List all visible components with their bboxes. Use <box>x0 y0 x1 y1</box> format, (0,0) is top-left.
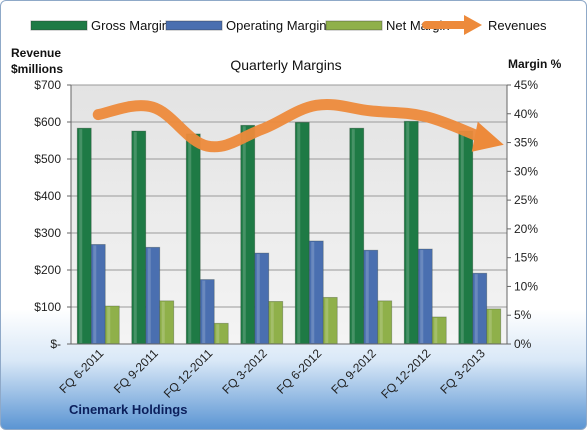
right-tick-label: 15% <box>514 251 538 265</box>
operating-margin-bar-highlight <box>93 245 97 343</box>
operating-margin-bar-highlight <box>311 241 315 343</box>
x-tick-label: FQ 3-2012 <box>219 346 270 397</box>
footer-company-name: Cinemark Holdings <box>69 402 187 417</box>
left-tick-label: $400 <box>34 189 61 203</box>
operating-margin-bar-highlight <box>147 248 151 343</box>
left-tick-label: $200 <box>34 263 61 277</box>
chart-title: Quarterly Margins <box>230 57 341 73</box>
net-margin-bar-highlight <box>107 307 111 343</box>
x-tick-label: FQ 9-2012 <box>328 346 379 397</box>
operating-margin-bar-highlight <box>365 251 369 343</box>
left-tick-label: $600 <box>34 115 61 129</box>
legend-swatch-net-margin <box>325 20 383 31</box>
gross-margin-bar-highlight <box>297 123 301 344</box>
revenue-line <box>92 99 486 153</box>
legend: Gross Margin Operating Margin Net Margin Re… <box>30 15 547 35</box>
x-tick-label: FQ 9-2011 <box>111 346 161 396</box>
gross-margin-bar-highlight <box>79 129 83 343</box>
gross-margin-bar-highlight <box>351 129 355 343</box>
left-tick-label: $700 <box>34 78 61 92</box>
right-tick-label: 25% <box>514 193 538 207</box>
legend-label-operating-margin: Operating Margin <box>226 18 326 33</box>
x-tick-label: FQ 6-2011 <box>57 346 107 396</box>
net-margin-bar-highlight <box>488 309 492 343</box>
net-margin-bar-highlight <box>270 302 274 343</box>
revenue-line-arrowhead <box>471 121 504 152</box>
left-axis-label-line1: Revenue <box>11 46 61 60</box>
right-tick-label: 5% <box>514 308 532 322</box>
gross-margin-bar-highlight <box>188 134 192 343</box>
revenue-line-group <box>92 99 504 153</box>
legend-swatch-gross-margin <box>30 20 88 31</box>
x-tick-label: FQ 12-2011 <box>161 346 216 401</box>
net-margin-bar-highlight <box>434 317 438 343</box>
legend-swatch-arrow <box>464 15 482 35</box>
x-tick-label: FQ 3-2013 <box>437 346 488 397</box>
right-tick-label: 10% <box>514 279 538 293</box>
x-tick-label: FQ 12-2012 <box>378 346 433 401</box>
net-margin-bar-highlight <box>379 301 383 343</box>
gross-margin-bar-highlight <box>460 132 464 343</box>
left-tick-label: $- <box>50 337 61 351</box>
operating-margin-bar-highlight <box>202 280 206 343</box>
right-tick-label: 0% <box>514 337 532 351</box>
left-axis-label-line2: $millions <box>11 62 63 76</box>
right-axis-label: Margin % <box>508 57 562 71</box>
legend-swatch-operating-margin <box>165 20 223 31</box>
bars-group <box>76 120 502 345</box>
gross-margin-bar-highlight <box>242 126 246 344</box>
net-margin-bar-highlight <box>216 324 220 343</box>
legend-label-revenues: Revenues <box>488 18 547 33</box>
net-margin-bar-highlight <box>161 301 165 343</box>
left-tick-label: $300 <box>34 226 61 240</box>
left-tick-label: $100 <box>34 300 61 314</box>
right-tick-label: 30% <box>514 164 538 178</box>
gross-margin-bar-highlight <box>406 122 410 343</box>
left-tick-label: $500 <box>34 152 61 166</box>
legend-label-gross-margin: Gross Margin <box>91 18 169 33</box>
net-margin-bar-highlight <box>325 298 329 343</box>
operating-margin-bar-highlight <box>420 250 424 343</box>
right-tick-label: 35% <box>514 136 538 150</box>
right-tick-label: 45% <box>514 78 538 92</box>
right-tick-label: 20% <box>514 222 538 236</box>
x-tick-label: FQ 6-2012 <box>274 346 325 397</box>
operating-margin-bar-highlight <box>256 254 260 343</box>
operating-margin-bar-highlight <box>474 274 478 343</box>
right-tick-label: 40% <box>514 107 538 121</box>
gross-margin-bar-highlight <box>133 132 137 343</box>
